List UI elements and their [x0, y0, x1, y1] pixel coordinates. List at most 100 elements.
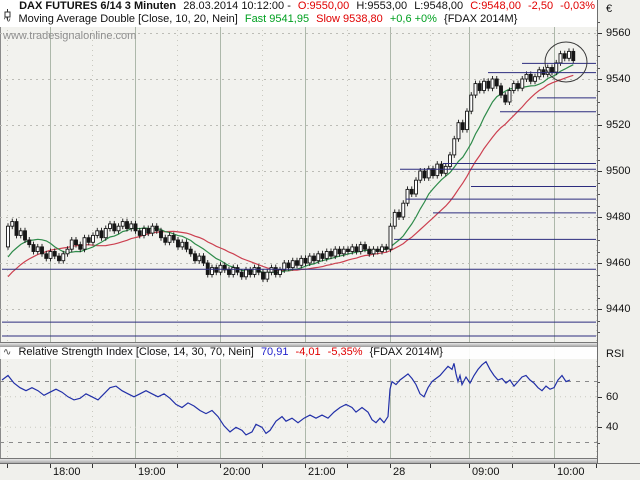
- candle[interactable]: [31, 241, 36, 255]
- candle[interactable]: [435, 161, 440, 179]
- candle[interactable]: [48, 248, 53, 262]
- candle[interactable]: [61, 250, 66, 264]
- candle[interactable]: [69, 237, 74, 253]
- candle[interactable]: [82, 234, 87, 253]
- candle[interactable]: [511, 80, 516, 94]
- candle[interactable]: [477, 80, 482, 94]
- candle[interactable]: [176, 237, 180, 250]
- candle[interactable]: [163, 234, 168, 246]
- candle[interactable]: [180, 239, 185, 250]
- candle[interactable]: [74, 237, 78, 248]
- candle[interactable]: [550, 64, 554, 76]
- candle[interactable]: [295, 257, 299, 269]
- candle[interactable]: [142, 225, 146, 239]
- price-axis[interactable]: € RSI 9560 9540 9520 9500 9480 9460 9440 60 40: [597, 0, 640, 463]
- candle[interactable]: [193, 250, 197, 264]
- candle[interactable]: [265, 269, 270, 283]
- candle[interactable]: [65, 246, 70, 257]
- candle[interactable]: [256, 264, 261, 276]
- candle[interactable]: [371, 246, 376, 257]
- candle[interactable]: [324, 248, 329, 262]
- candle[interactable]: [23, 227, 27, 243]
- candle[interactable]: [388, 223, 393, 253]
- candle[interactable]: [392, 209, 397, 230]
- candle[interactable]: [528, 71, 533, 85]
- candle[interactable]: [469, 92, 474, 115]
- candle[interactable]: [197, 253, 202, 264]
- candle[interactable]: [116, 223, 121, 234]
- rsi-chart[interactable]: [0, 346, 597, 458]
- candle[interactable]: [222, 262, 227, 273]
- candle[interactable]: [490, 76, 495, 92]
- candle[interactable]: [86, 234, 91, 246]
- candle[interactable]: [473, 80, 478, 99]
- candle[interactable]: [482, 78, 486, 94]
- candle[interactable]: [103, 225, 108, 241]
- candle[interactable]: [282, 260, 287, 273]
- candle[interactable]: [303, 255, 308, 266]
- candle[interactable]: [252, 264, 257, 278]
- candle[interactable]: [397, 209, 401, 220]
- candle[interactable]: [426, 165, 431, 181]
- candle[interactable]: [337, 246, 342, 257]
- candle[interactable]: [57, 253, 61, 264]
- candle[interactable]: [146, 225, 151, 237]
- candle[interactable]: [307, 253, 312, 266]
- candle[interactable]: [431, 165, 435, 179]
- candle[interactable]: [503, 92, 508, 105]
- candle[interactable]: [78, 241, 83, 253]
- candle[interactable]: [524, 71, 529, 82]
- candle[interactable]: [533, 73, 537, 85]
- candle[interactable]: [507, 87, 512, 105]
- time-axis[interactable]: 18:00 19:00 20:00 21:00 28 09:00 10:00: [0, 463, 640, 480]
- candle[interactable]: [184, 239, 189, 253]
- candle[interactable]: [418, 168, 423, 184]
- candle[interactable]: [363, 241, 367, 253]
- candle[interactable]: [171, 232, 176, 243]
- candle[interactable]: [456, 119, 461, 142]
- candle[interactable]: [188, 246, 193, 257]
- candle[interactable]: [299, 255, 304, 269]
- candle[interactable]: [278, 266, 282, 278]
- candle[interactable]: [375, 246, 380, 255]
- candle[interactable]: [27, 237, 32, 248]
- candle[interactable]: [112, 220, 117, 234]
- candle[interactable]: [329, 248, 333, 260]
- candle[interactable]: [401, 200, 406, 220]
- candle[interactable]: [316, 250, 321, 264]
- candle[interactable]: [129, 220, 134, 232]
- candle[interactable]: [367, 246, 372, 257]
- candle[interactable]: [460, 119, 465, 133]
- candle[interactable]: [537, 66, 542, 80]
- candle[interactable]: [227, 266, 231, 278]
- candle[interactable]: [405, 186, 410, 207]
- candle[interactable]: [358, 241, 363, 255]
- candle[interactable]: [384, 243, 389, 253]
- candle[interactable]: [248, 266, 253, 278]
- candle[interactable]: [40, 243, 44, 257]
- candle[interactable]: [448, 151, 452, 170]
- candle[interactable]: [239, 269, 244, 280]
- candle[interactable]: [499, 82, 503, 99]
- candle[interactable]: [494, 76, 499, 89]
- candle[interactable]: [516, 80, 520, 92]
- candle[interactable]: [99, 227, 104, 241]
- rsi-line[interactable]: [1, 360, 571, 436]
- ma-fast-line[interactable]: [7, 64, 574, 274]
- candle[interactable]: [159, 227, 163, 241]
- candle[interactable]: [409, 186, 414, 197]
- candle[interactable]: [125, 218, 129, 232]
- candle[interactable]: [312, 253, 316, 264]
- candle[interactable]: [91, 232, 95, 246]
- candle[interactable]: [235, 264, 240, 276]
- candle[interactable]: [201, 253, 206, 266]
- candle[interactable]: [14, 218, 19, 239]
- candle[interactable]: [120, 218, 125, 230]
- candle[interactable]: [154, 223, 159, 234]
- candle[interactable]: [133, 220, 138, 234]
- candle[interactable]: [269, 264, 274, 276]
- candle[interactable]: [354, 243, 359, 255]
- candle[interactable]: [452, 135, 457, 158]
- candle[interactable]: [443, 163, 448, 177]
- candle[interactable]: [571, 48, 576, 64]
